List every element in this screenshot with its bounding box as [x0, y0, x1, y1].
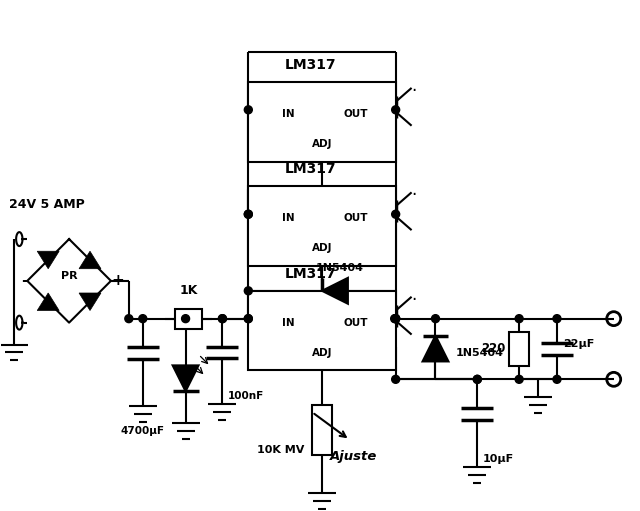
Polygon shape	[79, 293, 101, 311]
Circle shape	[392, 315, 399, 322]
Circle shape	[244, 106, 252, 114]
Circle shape	[244, 210, 252, 218]
Polygon shape	[79, 251, 101, 269]
Text: ADJ: ADJ	[312, 348, 332, 358]
Text: 100nF: 100nF	[227, 391, 264, 401]
Polygon shape	[322, 278, 348, 304]
Circle shape	[553, 315, 561, 322]
Circle shape	[392, 106, 399, 114]
Polygon shape	[37, 251, 59, 269]
Text: 1N5404: 1N5404	[456, 349, 504, 358]
Text: 1N5404: 1N5404	[316, 263, 364, 273]
Text: LM317: LM317	[284, 267, 336, 281]
Bar	[509, 332, 529, 366]
Circle shape	[515, 315, 523, 322]
Circle shape	[392, 315, 399, 322]
Circle shape	[390, 315, 399, 322]
Circle shape	[182, 315, 189, 322]
Bar	[248, 187, 396, 266]
Text: 10K MV: 10K MV	[257, 445, 304, 455]
Circle shape	[474, 376, 481, 383]
Text: ADJ: ADJ	[312, 139, 332, 149]
Polygon shape	[37, 293, 59, 311]
Text: Ajuste: Ajuste	[330, 450, 378, 463]
Circle shape	[474, 376, 481, 383]
Text: OUT: OUT	[344, 213, 368, 223]
Bar	[312, 405, 332, 455]
Circle shape	[218, 315, 227, 322]
Circle shape	[392, 376, 399, 383]
Circle shape	[553, 376, 561, 383]
Text: IN: IN	[282, 213, 294, 223]
Circle shape	[244, 210, 252, 218]
Text: 22μF: 22μF	[563, 339, 594, 349]
Text: 4700μF: 4700μF	[121, 426, 164, 436]
Text: LM317: LM317	[284, 58, 336, 72]
Text: 10μF: 10μF	[483, 454, 513, 464]
Circle shape	[244, 315, 252, 322]
Polygon shape	[422, 336, 449, 361]
Text: .: .	[411, 181, 416, 199]
Text: OUT: OUT	[344, 318, 368, 328]
Text: LM317: LM317	[284, 162, 336, 176]
Text: .: .	[411, 77, 416, 95]
Text: +: +	[111, 273, 124, 288]
Text: -: -	[21, 273, 28, 288]
Text: IN: IN	[282, 318, 294, 328]
Text: ADJ: ADJ	[312, 243, 332, 253]
Bar	[175, 309, 202, 329]
Circle shape	[392, 210, 399, 218]
Polygon shape	[173, 365, 198, 391]
Text: IN: IN	[282, 109, 294, 119]
Circle shape	[139, 315, 147, 322]
Circle shape	[125, 315, 133, 322]
Circle shape	[244, 315, 252, 322]
Text: 1K: 1K	[179, 284, 198, 297]
Text: PR: PR	[61, 271, 77, 281]
Bar	[248, 82, 396, 161]
Bar	[248, 291, 396, 370]
Text: OUT: OUT	[344, 109, 368, 119]
Text: 24V 5 AMP: 24V 5 AMP	[10, 198, 85, 211]
Circle shape	[218, 315, 227, 322]
Circle shape	[431, 315, 440, 322]
Circle shape	[244, 287, 252, 295]
Text: .: .	[411, 286, 416, 304]
Circle shape	[515, 376, 523, 383]
Text: 220: 220	[481, 342, 505, 356]
Circle shape	[392, 315, 399, 322]
